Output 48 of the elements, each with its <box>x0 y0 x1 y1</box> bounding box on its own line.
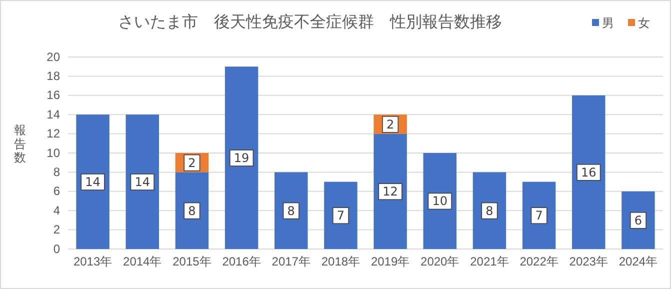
x-tick-label: 2013年 <box>73 254 112 269</box>
y-tick-label: 8 <box>53 165 60 180</box>
data-label: 14 <box>134 175 150 189</box>
data-label: 6 <box>634 213 642 228</box>
data-label: 16 <box>580 165 596 180</box>
y-axis-title: 報告数 <box>14 123 26 165</box>
x-tick-label: 2024年 <box>618 254 658 269</box>
x-tick-label: 2023年 <box>569 254 608 269</box>
y-tick-label: 4 <box>53 203 60 218</box>
data-label: 8 <box>188 204 196 218</box>
x-tick-label: 2015年 <box>172 254 212 269</box>
x-tick-label: 2021年 <box>470 254 509 269</box>
x-tick-label: 2019年 <box>370 254 410 269</box>
data-label: 19 <box>234 151 250 165</box>
chart-title: さいたま市 後天性免疫不全症候群 性別報告数推移 <box>118 12 502 31</box>
data-label: 10 <box>432 194 448 208</box>
bar <box>126 114 159 249</box>
data-label: 2 <box>188 156 196 170</box>
x-tick-label: 2014年 <box>123 254 162 269</box>
bar <box>224 66 258 249</box>
y-tick-label: 6 <box>53 184 60 198</box>
bar <box>76 114 110 249</box>
bar <box>374 134 407 249</box>
bar <box>274 172 308 249</box>
data-label: 14 <box>85 175 100 189</box>
x-tick-label: 2016年 <box>222 254 261 269</box>
x-tick-label: 2020年 <box>420 254 460 269</box>
x-tick-label: 2022年 <box>520 254 558 269</box>
data-label: 2 <box>386 117 394 132</box>
legend-label: 男 <box>602 16 614 30</box>
y-tick-label: 0 <box>53 242 60 256</box>
bar <box>572 95 606 249</box>
y-tick-label: 12 <box>46 126 60 141</box>
y-tick-label: 16 <box>46 88 60 102</box>
data-label: 12 <box>382 184 398 199</box>
data-label: 8 <box>287 204 295 218</box>
x-tick-label: 2018年 <box>321 254 360 269</box>
y-tick-label: 20 <box>46 50 60 64</box>
y-tick-label: 2 <box>53 222 60 237</box>
data-label: 8 <box>486 204 494 218</box>
x-tick-label: 2017年 <box>272 254 310 269</box>
bar <box>472 172 506 249</box>
y-tick-label: 10 <box>46 146 60 160</box>
y-tick-label: 18 <box>46 69 60 84</box>
data-label: 7 <box>336 208 345 223</box>
data-label: 7 <box>535 208 543 223</box>
y-tick-label: 14 <box>46 107 60 122</box>
legend-label: 女 <box>638 16 650 30</box>
